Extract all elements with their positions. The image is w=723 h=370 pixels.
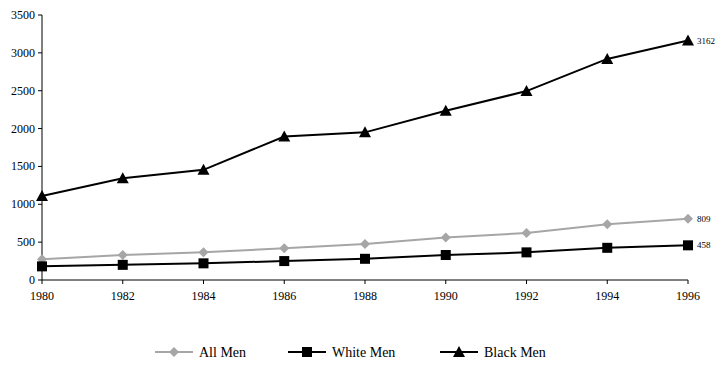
point	[118, 250, 128, 260]
y-tick-label: 2000	[11, 122, 35, 136]
y-tick	[38, 280, 42, 281]
x-tick-label: 1986	[272, 289, 296, 303]
series-line	[42, 245, 688, 266]
y-tick	[38, 166, 42, 167]
point	[683, 240, 693, 250]
x-tick-label: 1994	[595, 289, 619, 303]
plot-area	[36, 35, 694, 272]
point	[359, 126, 371, 137]
chart: 0 500 1000 1500 2000 2500 3000 3500 1980 1982 1984…	[0, 0, 723, 370]
data-label: 809	[697, 214, 711, 224]
y-tick	[38, 128, 42, 129]
legend-marker	[453, 346, 465, 357]
point	[199, 258, 209, 268]
point	[441, 250, 451, 260]
y-tick-label: 1500	[11, 159, 35, 173]
series-line	[42, 219, 688, 259]
legend-label: Black Men	[484, 345, 546, 360]
y-tick-label: 3000	[11, 46, 35, 60]
point	[199, 247, 209, 257]
x-tick	[284, 280, 285, 284]
legend-marker	[169, 347, 179, 357]
point	[278, 131, 290, 142]
y-tick	[38, 204, 42, 205]
data-label: 3162	[697, 36, 715, 46]
data-label: 458	[697, 240, 711, 250]
y-tick	[38, 90, 42, 91]
legend-label: White Men	[332, 345, 395, 360]
legend-marker	[302, 347, 312, 357]
y-tick-label: 2500	[11, 84, 35, 98]
y-tick-label: 3500	[11, 8, 35, 22]
point	[117, 172, 129, 183]
point	[602, 219, 612, 229]
point	[601, 53, 613, 64]
point	[522, 228, 532, 238]
point	[279, 256, 289, 266]
x-tick-label: 1996	[676, 289, 700, 303]
point	[118, 260, 128, 270]
x-tick-label: 1980	[30, 289, 54, 303]
point	[602, 243, 612, 253]
point	[360, 254, 370, 264]
point	[198, 164, 210, 175]
y-tick-label: 1000	[11, 197, 35, 211]
x-tick-label: 1982	[111, 289, 135, 303]
x-tick	[122, 280, 123, 284]
series-line	[42, 41, 688, 196]
point	[682, 35, 694, 46]
y-tick	[38, 242, 42, 243]
point	[683, 214, 693, 224]
point	[441, 233, 451, 243]
legend: All Men White Men Black Men	[155, 345, 546, 360]
point	[279, 243, 289, 253]
point	[36, 190, 48, 201]
point	[37, 261, 47, 271]
x-tick	[526, 280, 527, 284]
x-tick-label: 1990	[434, 289, 458, 303]
legend-label: All Men	[199, 345, 246, 360]
x-tick-label: 1984	[192, 289, 216, 303]
x-tick	[688, 280, 689, 284]
x-tick	[365, 280, 366, 284]
point	[440, 105, 452, 116]
x-tick	[203, 280, 204, 284]
x-tick-label: 1988	[353, 289, 377, 303]
data-labels: 809 458 3162	[697, 36, 715, 251]
x-tick	[42, 280, 43, 284]
y-tick-label: 0	[29, 273, 35, 287]
point	[360, 239, 370, 249]
y-tick-label: 500	[17, 235, 35, 249]
point	[522, 247, 532, 257]
x-tick-label: 1992	[515, 289, 539, 303]
y-axis	[42, 15, 43, 280]
y-tick	[38, 15, 42, 16]
y-tick	[38, 52, 42, 53]
x-tick	[445, 280, 446, 284]
x-tick	[607, 280, 608, 284]
point	[521, 85, 533, 96]
